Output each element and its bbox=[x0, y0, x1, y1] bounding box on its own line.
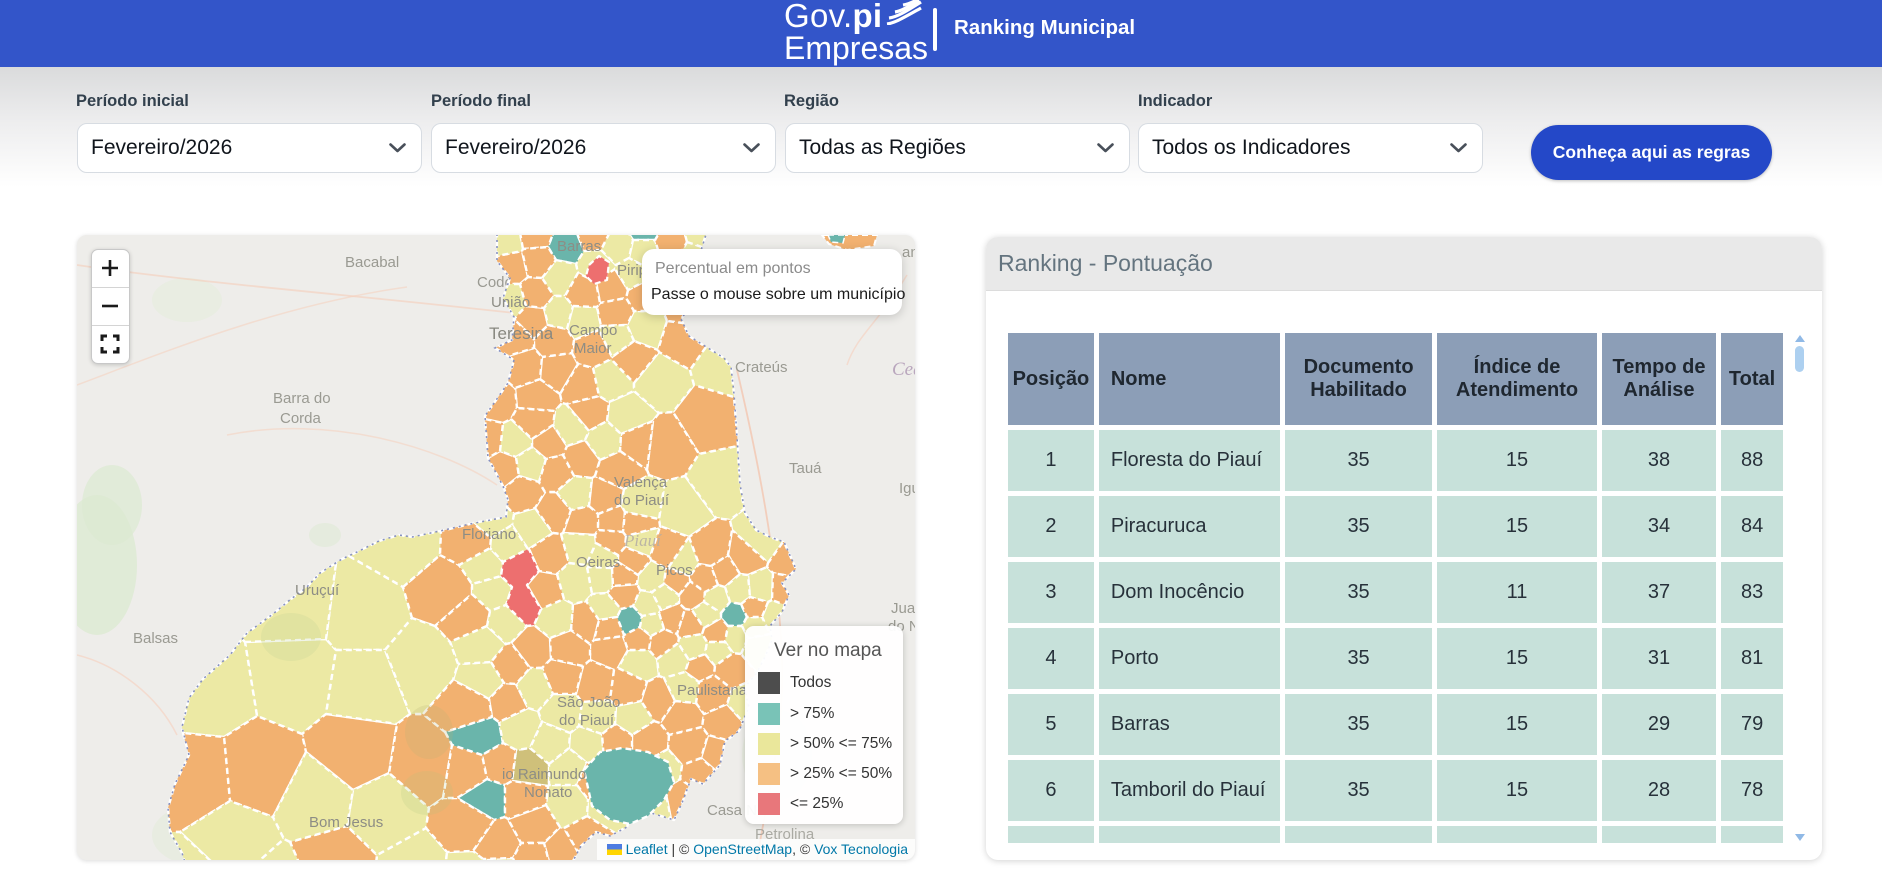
svg-text:Balsas: Balsas bbox=[133, 630, 178, 647]
svg-text:São João: São João bbox=[557, 694, 620, 711]
svg-text:Uruçuí: Uruçuí bbox=[295, 582, 340, 599]
svg-text:Igu: Igu bbox=[899, 480, 915, 497]
svg-text:Maior: Maior bbox=[574, 340, 612, 357]
svg-text:Tauá: Tauá bbox=[789, 460, 822, 477]
svg-text:Barras: Barras bbox=[557, 238, 601, 255]
svg-text:do Piauí: do Piauí bbox=[559, 712, 615, 729]
svg-text:Floriano: Floriano bbox=[462, 526, 516, 543]
svg-text:Valença: Valença bbox=[614, 474, 668, 491]
svg-text:Picos: Picos bbox=[656, 562, 693, 579]
svg-text:Nonato: Nonato bbox=[524, 784, 572, 801]
svg-text:Corda: Corda bbox=[280, 410, 322, 427]
svg-text:União: União bbox=[491, 294, 530, 311]
svg-text:Piauí: Piauí bbox=[623, 531, 662, 550]
svg-text:Barra do: Barra do bbox=[273, 390, 331, 407]
svg-text:Petrolina: Petrolina bbox=[755, 826, 815, 843]
svg-text:io Raimundo: io Raimundo bbox=[502, 766, 586, 783]
svg-text:Campo: Campo bbox=[569, 322, 617, 339]
svg-text:do Piauí: do Piauí bbox=[614, 492, 670, 509]
svg-text:Juaz: Juaz bbox=[891, 600, 915, 617]
svg-text:ani: ani bbox=[902, 244, 915, 261]
svg-text:Teresina: Teresina bbox=[489, 324, 554, 343]
svg-text:Crateús: Crateús bbox=[735, 359, 788, 376]
svg-text:Oeiras: Oeiras bbox=[576, 554, 620, 571]
svg-text:Paulistana: Paulistana bbox=[677, 682, 748, 699]
svg-text:Bacabal: Bacabal bbox=[345, 254, 399, 271]
svg-text:Cea: Cea bbox=[892, 359, 915, 380]
svg-text:Codó: Codó bbox=[477, 274, 513, 291]
svg-text:Bom Jesus: Bom Jesus bbox=[309, 814, 383, 831]
